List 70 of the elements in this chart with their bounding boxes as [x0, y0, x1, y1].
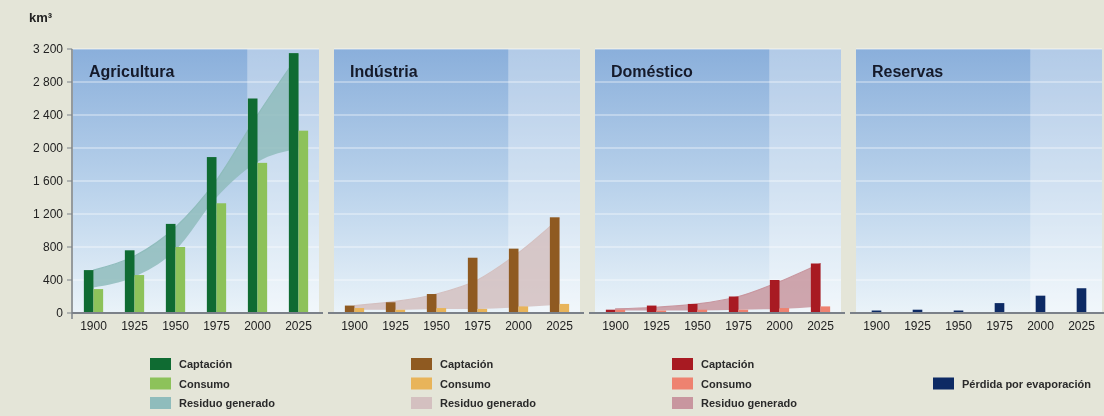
text: Doméstico — [611, 63, 694, 80]
x-tick-label: 1925 — [904, 319, 932, 333]
x-tick-label: 2025 — [546, 319, 574, 333]
x-tick-label: 1900 — [863, 319, 891, 333]
y-axis-title: km³ — [29, 10, 53, 25]
y-tick-label: 2 000 — [32, 141, 64, 155]
x-tick-label: 2025 — [285, 319, 313, 333]
text: Indústria — [350, 63, 418, 80]
y-tick-label: 1 200 — [32, 207, 64, 221]
x-tick-label: 2025 — [1068, 319, 1096, 333]
bar — [257, 162, 268, 313]
x-tick-label: 2025 — [807, 319, 835, 333]
bar — [124, 250, 135, 313]
y-tick-label: 400 — [42, 273, 64, 287]
x-tick-label: 1950 — [684, 319, 712, 333]
bar — [288, 53, 299, 313]
x-tick-label: 1900 — [341, 319, 369, 333]
text: Agricultura — [89, 63, 175, 80]
bar — [93, 289, 104, 313]
bar — [426, 294, 437, 313]
bar — [728, 296, 739, 313]
bar — [1076, 288, 1087, 313]
legend-label: Residuo generado — [701, 397, 798, 409]
bar — [247, 98, 258, 313]
x-tick-label: 2000 — [766, 319, 794, 333]
x-tick-label: 1900 — [80, 319, 108, 333]
y-tick-label: 800 — [42, 240, 64, 254]
x-tick-label: 1975 — [464, 319, 492, 333]
x-tick-label: 1900 — [602, 319, 630, 333]
legend-label: Consumo — [179, 377, 230, 390]
x-tick-label: 2000 — [505, 319, 533, 333]
x-tick-label: 1975 — [986, 319, 1014, 333]
y-tick-label: 0 — [56, 306, 64, 320]
legend-label: Residuo generado — [179, 397, 276, 409]
y-tick-label: 2 400 — [32, 108, 64, 122]
x-tick-label: 1925 — [121, 319, 149, 333]
legend-label: Consumo — [701, 377, 752, 390]
x-tick-label: 1975 — [203, 319, 231, 333]
bar — [508, 248, 519, 313]
bar — [467, 257, 478, 313]
bar — [83, 270, 94, 313]
x-tick-label: 1975 — [725, 319, 753, 333]
bar — [175, 247, 186, 313]
legend-label: Captación — [179, 358, 233, 370]
x-tick-label: 1950 — [423, 319, 451, 333]
bar — [769, 280, 780, 313]
x-tick-label: 1925 — [643, 319, 671, 333]
bar — [810, 263, 821, 313]
x-tick-label: 1925 — [382, 319, 410, 333]
bar — [134, 275, 145, 313]
bar — [216, 203, 227, 313]
legend-label: Pérdida por evaporación — [962, 377, 1092, 390]
bar — [298, 130, 309, 313]
legend-label: Residuo generado — [440, 397, 537, 409]
bar — [385, 302, 396, 313]
y-tick-label: 3 200 — [32, 42, 64, 56]
x-tick-label: 1950 — [162, 319, 190, 333]
legend-label: Captación — [440, 358, 494, 370]
bar — [206, 157, 217, 313]
bar — [165, 223, 176, 313]
bar — [687, 303, 698, 313]
text: Reservas — [872, 63, 944, 80]
x-tick-label: 2000 — [244, 319, 272, 333]
y-tick-label: 1 600 — [32, 174, 64, 188]
x-tick-label: 1950 — [945, 319, 973, 333]
legend-label: Captación — [701, 358, 755, 370]
legend-label: Consumo — [440, 377, 491, 390]
x-tick-label: 2000 — [1027, 319, 1055, 333]
y-tick-label: 2 800 — [32, 75, 64, 89]
bar — [549, 217, 560, 313]
